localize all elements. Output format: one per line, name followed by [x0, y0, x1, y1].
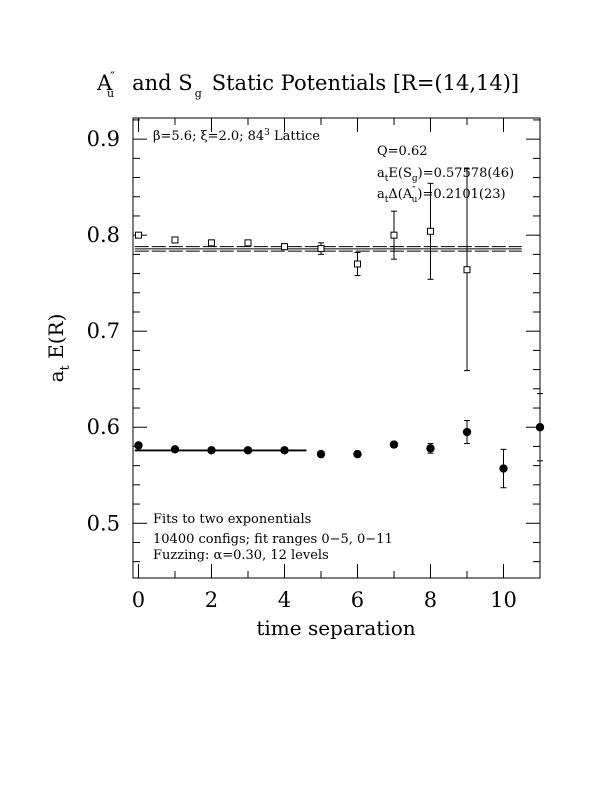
y-tick-label: 0.6 [87, 415, 120, 439]
data-point-circle [207, 446, 216, 455]
data-point-circle [134, 441, 143, 450]
note-configs: 10400 configs; fit ranges 0−5, 0−11 [153, 532, 393, 547]
fit-bands [134, 246, 522, 452]
data-point-circle [535, 423, 545, 432]
fit-energy-sg: atE(Sg)=0.57578(46) [377, 166, 514, 184]
y-tick-label: 0.7 [87, 319, 120, 343]
data-point-circle [389, 440, 399, 449]
data-point-circle [280, 446, 289, 455]
x-tick-label: 10 [490, 588, 517, 612]
note-fuzzing: Fuzzing: α=0.30, 12 levels [153, 548, 329, 563]
data-point-square [463, 266, 471, 274]
data-markers [134, 168, 545, 489]
data-point-square [207, 239, 215, 247]
data-point-square [134, 231, 142, 239]
y-axis-label: at E(R) [44, 314, 73, 383]
data-point-circle [426, 444, 435, 453]
data-point-square [426, 227, 434, 235]
x-tick-label: 0 [132, 588, 145, 612]
y-tick-label: 0.5 [87, 511, 120, 535]
x-tick-label: 6 [351, 588, 364, 612]
fit-delta-au: atΔ(A″ u)=0.2101(23) [377, 186, 506, 205]
data-point-circle [499, 464, 508, 473]
fit-q-value: Q=0.62 [377, 144, 428, 159]
data-point-square [244, 239, 252, 247]
lattice-info: β=5.6; ξ=2.0; 843 Lattice [153, 128, 320, 144]
data-point-square [317, 245, 325, 253]
x-tick-label: 4 [278, 588, 291, 612]
data-point-square [280, 243, 288, 251]
data-point-square [353, 260, 361, 268]
axis-tick-labels: 0 2 4 6 8 10 0.5 0.6 0.7 0.8 0.9 [87, 127, 517, 612]
data-point-circle [316, 449, 326, 459]
plot-frame [132, 117, 541, 579]
data-point-circle [170, 445, 180, 454]
x-axis-label: time separation [256, 616, 415, 640]
y-tick-label: 0.9 [87, 127, 120, 151]
data-point-square [390, 231, 398, 239]
data-point-circle [243, 446, 253, 455]
data-point-circle [462, 427, 472, 437]
data-point-circle [353, 449, 362, 459]
note-fit-method: Fits to two exponentials [153, 512, 311, 527]
x-tick-label: 8 [424, 588, 437, 612]
data-point-square [171, 236, 179, 244]
x-tick-label: 2 [205, 588, 218, 612]
y-tick-label: 0.8 [87, 223, 120, 247]
